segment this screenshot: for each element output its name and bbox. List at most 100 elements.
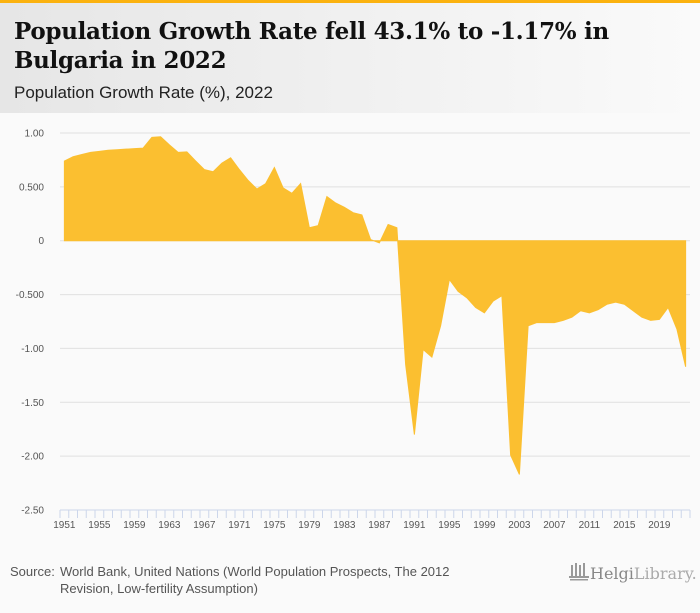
data-point-1977[interactable] xyxy=(289,190,295,196)
data-point-1963[interactable] xyxy=(166,142,172,148)
data-point-1965[interactable] xyxy=(184,149,190,155)
x-tick-label: 2007 xyxy=(543,520,566,531)
data-point-2020[interactable] xyxy=(665,304,671,310)
data-point-1994[interactable] xyxy=(438,323,444,329)
library-building-icon xyxy=(568,560,590,586)
data-point-1964[interactable] xyxy=(175,149,181,155)
data-point-2003[interactable] xyxy=(516,471,522,477)
chart-header: Population Growth Rate fell 43.1% to -1.… xyxy=(0,3,700,113)
logo-library: Library. xyxy=(633,563,697,583)
data-point-2017[interactable] xyxy=(639,314,645,320)
data-point-1995[interactable] xyxy=(446,276,452,282)
data-point-2018[interactable] xyxy=(648,317,654,323)
data-point-1956[interactable] xyxy=(105,147,111,153)
data-point-1961[interactable] xyxy=(149,134,155,140)
data-point-1952[interactable] xyxy=(70,154,76,160)
data-point-1978[interactable] xyxy=(298,181,304,187)
data-point-2015[interactable] xyxy=(621,301,627,307)
data-point-1997[interactable] xyxy=(464,295,470,301)
data-point-1979[interactable] xyxy=(306,225,312,231)
data-point-1991[interactable] xyxy=(411,432,417,438)
data-point-1982[interactable] xyxy=(333,200,339,206)
data-point-2014[interactable] xyxy=(613,299,619,305)
data-point-2006[interactable] xyxy=(543,320,549,326)
x-tick-label: 1999 xyxy=(473,520,496,531)
data-point-1992[interactable] xyxy=(420,347,426,353)
data-point-1972[interactable] xyxy=(245,177,251,183)
y-tick-label: -2.50 xyxy=(21,506,44,517)
x-tick-label: 1995 xyxy=(438,520,461,531)
y-tick-label: 0.500 xyxy=(19,182,44,193)
chart-subtitle: Population Growth Rate (%), 2022 xyxy=(14,83,273,102)
data-point-2019[interactable] xyxy=(656,316,662,322)
data-point-1957[interactable] xyxy=(114,147,120,153)
data-point-1980[interactable] xyxy=(315,223,321,229)
data-point-1974[interactable] xyxy=(263,181,269,187)
data-point-1988[interactable] xyxy=(385,222,391,228)
source-label: Source: xyxy=(10,564,55,579)
data-point-1999[interactable] xyxy=(481,310,487,316)
data-point-1975[interactable] xyxy=(271,164,277,170)
source-note: Source: World Bank, United Nations (World… xyxy=(10,563,500,597)
data-point-1984[interactable] xyxy=(350,210,356,216)
x-tick-label: 1983 xyxy=(333,520,356,531)
data-point-1973[interactable] xyxy=(254,186,260,192)
x-tick-label: 2019 xyxy=(648,520,671,531)
data-point-1986[interactable] xyxy=(368,237,374,243)
chart-title: Population Growth Rate fell 43.1% to -1.… xyxy=(14,18,609,74)
data-point-1998[interactable] xyxy=(473,304,479,310)
data-point-1971[interactable] xyxy=(236,167,242,173)
data-point-1985[interactable] xyxy=(359,212,365,218)
data-point-2011[interactable] xyxy=(586,310,592,316)
data-point-2009[interactable] xyxy=(569,314,575,320)
x-tick-label: 2011 xyxy=(579,520,601,531)
data-point-1983[interactable] xyxy=(341,204,347,210)
x-tick-label: 1959 xyxy=(123,520,146,531)
data-point-1951[interactable] xyxy=(61,158,67,164)
data-point-1990[interactable] xyxy=(403,362,409,368)
data-point-1970[interactable] xyxy=(228,155,234,161)
data-point-2012[interactable] xyxy=(595,307,601,313)
data-point-1955[interactable] xyxy=(96,148,102,154)
data-point-2016[interactable] xyxy=(630,308,636,314)
x-tick-label: 1979 xyxy=(298,520,321,531)
data-point-2001[interactable] xyxy=(499,293,505,299)
data-point-2005[interactable] xyxy=(534,320,540,326)
data-point-2022[interactable] xyxy=(683,364,689,370)
data-point-1969[interactable] xyxy=(219,160,225,166)
data-point-1993[interactable] xyxy=(429,354,435,360)
data-point-1987[interactable] xyxy=(376,240,382,246)
data-point-1959[interactable] xyxy=(131,146,137,152)
x-tick-label: 1971 xyxy=(228,520,251,531)
data-point-1989[interactable] xyxy=(394,225,400,231)
data-point-1960[interactable] xyxy=(140,145,146,151)
data-point-1968[interactable] xyxy=(210,169,216,175)
data-point-1953[interactable] xyxy=(79,152,85,158)
y-tick-label: 1.00 xyxy=(25,129,45,140)
data-point-1967[interactable] xyxy=(201,167,207,173)
helgi-library-logo[interactable]: Helgi Library. xyxy=(568,560,697,586)
y-tick-label: -0.500 xyxy=(16,290,45,301)
data-point-2013[interactable] xyxy=(604,301,610,307)
accent-bar xyxy=(0,0,700,3)
y-tick-label: -2.00 xyxy=(21,452,44,463)
data-point-2007[interactable] xyxy=(551,320,557,326)
data-point-1954[interactable] xyxy=(88,149,94,155)
data-point-2008[interactable] xyxy=(560,317,566,323)
y-tick-label: -1.00 xyxy=(21,344,44,355)
data-point-1996[interactable] xyxy=(455,288,461,294)
data-point-2002[interactable] xyxy=(508,452,514,458)
x-tick-label: 1951 xyxy=(53,520,76,531)
data-point-2021[interactable] xyxy=(674,326,680,332)
data-point-1958[interactable] xyxy=(123,146,129,152)
data-point-2000[interactable] xyxy=(490,298,496,304)
data-point-1976[interactable] xyxy=(280,185,286,191)
y-tick-label: -1.50 xyxy=(21,398,44,409)
data-point-2010[interactable] xyxy=(578,308,584,314)
data-point-2004[interactable] xyxy=(525,323,531,329)
data-point-1981[interactable] xyxy=(324,194,330,200)
data-point-1966[interactable] xyxy=(193,158,199,164)
x-tick-label: 1955 xyxy=(88,520,111,531)
data-point-1962[interactable] xyxy=(158,134,164,140)
area-chart: 1.00 0.500 0 -0.500 -1.00 -1.50 -2.00 -2.50 195… xyxy=(16,129,691,531)
